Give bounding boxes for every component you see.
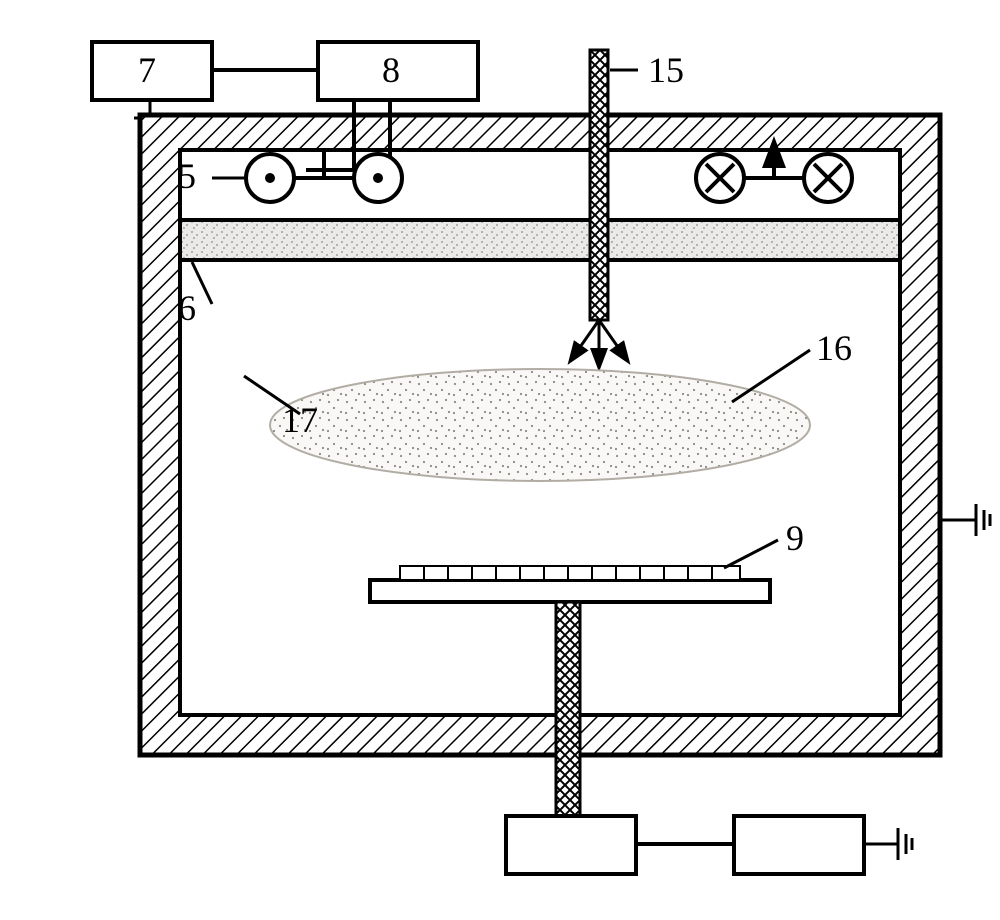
wafer [400, 566, 740, 580]
box-7: 7 [92, 42, 212, 100]
chuck-shaft [556, 602, 580, 816]
label-8: 8 [382, 50, 400, 90]
label-9: 9 [786, 518, 804, 558]
label-15: 15 [648, 50, 684, 90]
label-17: 17 [282, 400, 318, 440]
box-bottom-right [734, 816, 864, 874]
ground-right [940, 504, 990, 536]
chuck [370, 566, 770, 602]
plasma-region [270, 369, 810, 481]
box-8: 8 [318, 42, 478, 100]
dielectric-window [180, 220, 900, 260]
label-6: 6 [178, 288, 196, 328]
box-bottom-left [506, 816, 636, 874]
label-5: 5 [178, 156, 196, 196]
apparatus-diagram: 7 8 [20, 20, 1000, 900]
label-7: 7 [138, 50, 156, 90]
ground-bottom [864, 828, 912, 860]
label-16: 16 [816, 328, 852, 368]
